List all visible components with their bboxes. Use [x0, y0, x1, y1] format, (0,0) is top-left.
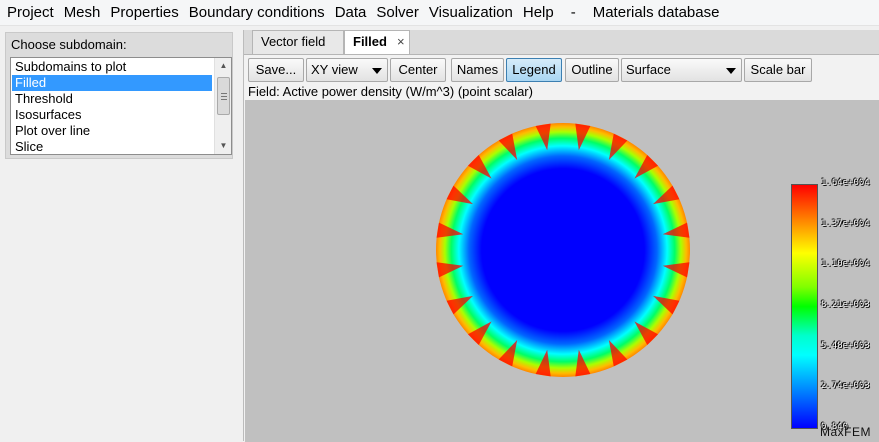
- hotspot-wedge: [652, 185, 680, 205]
- legend-tick-label: 1.64e+004: [821, 178, 870, 188]
- legend-tick-label: 2.74e+003: [821, 381, 870, 391]
- list-item[interactable]: Plot over line: [15, 123, 91, 138]
- hotspot-wedge: [446, 295, 474, 315]
- legend-button[interactable]: Legend: [506, 58, 562, 82]
- hotspot-wedge: [634, 154, 659, 179]
- center-button[interactable]: Center: [390, 58, 446, 82]
- names-button[interactable]: Names: [451, 58, 504, 82]
- hotspot-wedge: [498, 339, 518, 367]
- visualization-panel: Vector field Filled × Save... XY view Cen…: [243, 30, 879, 442]
- close-icon[interactable]: ×: [396, 34, 405, 49]
- tab-vector-field[interactable]: Vector field: [252, 30, 344, 54]
- legend-tick-label: 0.840: [821, 422, 849, 432]
- hotspot-wedge: [634, 321, 659, 346]
- view-select[interactable]: XY view: [306, 58, 388, 82]
- hotspot-wedge: [535, 123, 551, 151]
- menu-project[interactable]: Project: [7, 3, 54, 21]
- scale-bar-button[interactable]: Scale bar: [744, 58, 812, 82]
- tab-content: Save... XY view Center Names Legend Outl…: [244, 54, 879, 442]
- hotspot-wedge: [436, 222, 464, 238]
- hotspot-wedge: [575, 349, 591, 377]
- list-item[interactable]: Slice: [15, 139, 44, 154]
- legend-tick-label: 5.48e+003: [821, 341, 870, 351]
- color-legend-bar: [791, 184, 818, 429]
- save-button[interactable]: Save...: [248, 58, 304, 82]
- menu-materials-database[interactable]: Materials database: [592, 3, 720, 21]
- representation-select[interactable]: Surface: [621, 58, 742, 82]
- list-item[interactable]: Threshold: [15, 91, 73, 106]
- subdomain-title: Choose subdomain:: [11, 37, 127, 52]
- list-item[interactable]: Isosurfaces: [15, 107, 82, 122]
- outline-button[interactable]: Outline: [565, 58, 619, 82]
- hotspot-wedge: [652, 295, 680, 315]
- menu-bar: Project Mesh Properties Boundary conditi…: [0, 0, 879, 26]
- maxfem-logo: MaxFEM: [820, 425, 871, 439]
- legend-tick-label: 1.10e+004: [821, 259, 870, 269]
- tab-label: Vector field: [261, 34, 326, 49]
- hotspot-wedge: [498, 133, 518, 161]
- hotspot-wedge: [575, 123, 591, 151]
- scroll-up-icon[interactable]: ▲: [219, 61, 228, 70]
- field-disk: [436, 123, 690, 377]
- hotspot-wedge: [467, 154, 492, 179]
- list-scrollbar[interactable]: ▲ ▼: [214, 58, 231, 154]
- hotspot-wedge: [662, 262, 690, 278]
- legend-tick-label: 1.37e+004: [821, 219, 870, 229]
- list-item[interactable]: Filled: [12, 75, 212, 91]
- scroll-down-icon[interactable]: ▼: [219, 141, 228, 150]
- legend-tick-label: 8.21e+003: [821, 300, 870, 310]
- hotspot-wedge: [662, 222, 690, 238]
- menu-properties[interactable]: Properties: [110, 3, 179, 21]
- render-viewport[interactable]: 1.64e+004 1.37e+004 1.10e+004 8.21e+003 …: [245, 100, 879, 442]
- hotspot-wedge: [446, 185, 474, 205]
- hotspot-wedge: [608, 133, 628, 161]
- menu-separator: -: [570, 3, 576, 21]
- tab-label: Filled: [353, 34, 387, 49]
- menu-help[interactable]: Help: [522, 3, 554, 21]
- subdomain-panel: Choose subdomain: Subdomains to plot Fil…: [5, 32, 233, 159]
- chevron-down-icon: [726, 68, 736, 74]
- menu-mesh[interactable]: Mesh: [63, 3, 101, 21]
- menu-solver[interactable]: Solver: [376, 3, 419, 21]
- hotspot-wedge: [608, 339, 628, 367]
- hotspot-wedge: [467, 321, 492, 346]
- representation-select-value: Surface: [626, 62, 671, 77]
- hotspot-wedge: [535, 349, 551, 377]
- plot-canvas: [436, 123, 690, 377]
- menu-boundary-conditions[interactable]: Boundary conditions: [188, 3, 325, 21]
- menu-visualization[interactable]: Visualization: [428, 3, 513, 21]
- hotspot-group: [436, 123, 690, 377]
- tab-filled[interactable]: Filled ×: [344, 30, 410, 55]
- field-label: Field: Active power density (W/m^3) (poi…: [248, 84, 533, 99]
- view-select-value: XY view: [311, 62, 358, 77]
- subdomain-list[interactable]: Subdomains to plot Filled Threshold Isos…: [10, 57, 232, 155]
- list-item[interactable]: Subdomains to plot: [15, 59, 127, 74]
- hotspot-wedge: [436, 262, 464, 278]
- menu-data[interactable]: Data: [334, 3, 367, 21]
- chevron-down-icon: [372, 68, 382, 74]
- scroll-thumb[interactable]: [217, 77, 230, 115]
